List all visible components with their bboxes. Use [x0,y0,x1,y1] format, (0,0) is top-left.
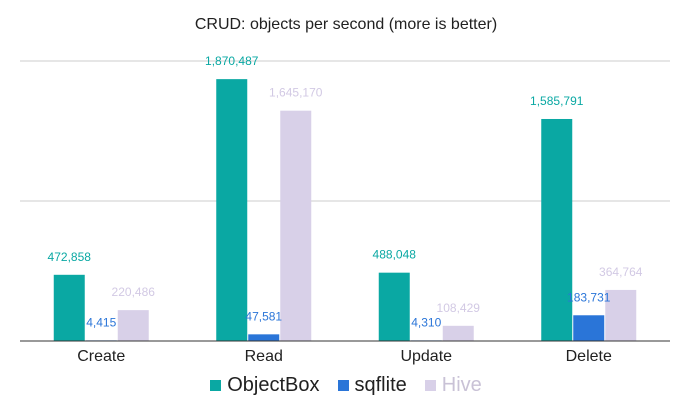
value-label: 364,764 [599,265,643,279]
bar-hive-update [442,325,474,341]
category-labels: Create Read Update Delete [77,348,612,365]
value-label: 220,486 [112,285,156,299]
legend-item-sqflite: sqflite [337,373,407,397]
legend-swatch [337,379,349,391]
legend-swatch [424,379,436,391]
value-label: 47,581 [245,309,282,323]
bar-hive-create [117,310,149,341]
legend: ObjectBox sqflite Hive [0,370,692,400]
value-label: 4,310 [411,315,441,329]
legend-item-objectbox: ObjectBox [210,373,320,397]
bar-objectbox-update [378,272,410,341]
category-label: Delete [566,348,612,365]
value-label: 183,731 [567,290,611,304]
bar-objectbox-delete [541,118,573,341]
gridlines [20,60,670,202]
value-labels: 472,858 4,415 220,486 1,870,487 47,581 1,645,… [48,54,643,329]
value-label: 108,429 [437,301,481,315]
bar-sqflite-delete [573,315,605,341]
value-label: 1,645,170 [269,86,323,100]
bars [53,79,637,341]
legend-item-hive: Hive [424,373,482,397]
category-label: Create [77,348,125,365]
legend-label: ObjectBox [227,373,320,396]
category-label: Update [400,348,452,365]
chart-title: CRUD: objects per second (more is better… [195,16,497,33]
value-label: 1,585,791 [530,94,584,108]
legend-swatch [210,379,222,391]
bar-hive-read [280,110,312,341]
bar-objectbox-read [216,79,248,341]
legend-label: Hive [441,373,482,396]
bar-objectbox-create [53,274,85,341]
value-label: 1,870,487 [205,54,259,68]
chart: CRUD: objects per second (more is better… [20,16,670,365]
category-label: Read [245,348,283,365]
legend-label: sqflite [354,373,407,396]
bar-sqflite-read [248,334,280,341]
value-label: 488,048 [373,248,417,262]
bar-hive-delete [605,289,637,341]
value-label: 4,415 [86,315,116,329]
value-label: 472,858 [48,250,92,264]
